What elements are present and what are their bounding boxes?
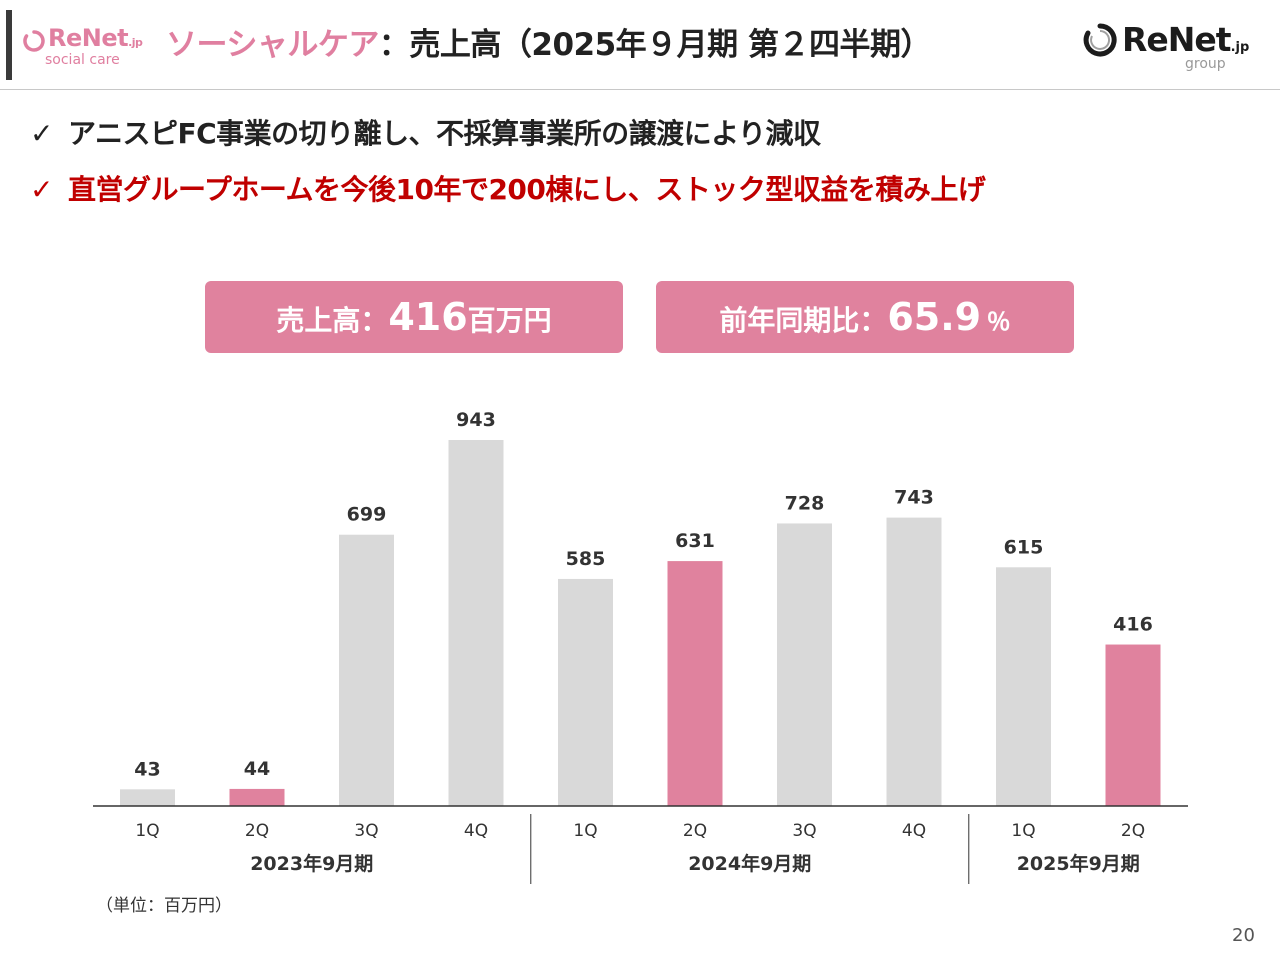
category-tick-label: 4Q — [902, 821, 926, 841]
bar-value-label: 615 — [1004, 536, 1044, 558]
bar — [996, 567, 1051, 806]
quarterly-sales-bar-chart: 43 1Q 44 2Q 699 3Q 943 4Q 585 1Q 631 2Q 728 3Q 743 4Q 61… — [93, 409, 1188, 884]
logo-ring-icon — [23, 30, 45, 52]
category-tick-label: 1Q — [1011, 821, 1035, 841]
bar — [120, 789, 175, 806]
group-label: 2023年9月期 — [250, 852, 373, 875]
bar — [886, 517, 942, 806]
logo-left-brand: ReNet.jp — [48, 24, 143, 52]
kpi-sales-unit: 百万円 — [467, 304, 552, 337]
kpi-yoy-value: 65.9 — [887, 295, 982, 339]
logo-left-sub: social care — [45, 52, 120, 68]
bar-value-label: 631 — [675, 530, 715, 552]
category-tick-label: 2Q — [245, 821, 269, 841]
bar — [229, 788, 285, 806]
check-icon: ✓ — [30, 173, 53, 206]
bullet-item: ✓ 直営グループホームを今後10年で200棟にし、ストック型収益を積み上げ — [30, 168, 986, 208]
category-tick-label: 1Q — [573, 821, 597, 841]
unit-footnote: （単位：百万円） — [96, 896, 232, 916]
logo-right-sub: group — [1185, 56, 1226, 72]
bar-value-label: 699 — [347, 504, 387, 526]
kpi-sales-value: 416 — [388, 295, 468, 339]
header-divider — [0, 89, 1280, 90]
kpi-yoy-unit: ％ — [986, 308, 1011, 336]
page-title-segment: ソーシャルケア — [166, 27, 379, 63]
bar — [1105, 644, 1161, 806]
category-tick-label: 2Q — [683, 821, 707, 841]
page-number: 20 — [1232, 925, 1255, 946]
group-label: 2024年9月期 — [688, 852, 811, 875]
renet-group-logo: ReNet.jp group — [1080, 18, 1260, 74]
kpi-sales-box: 売上高：416百万円 — [205, 281, 623, 353]
group-label: 2025年9月期 — [1017, 852, 1140, 875]
renet-social-care-logo: ReNet.jp social care — [20, 18, 150, 74]
header-accent-bar — [6, 10, 12, 80]
page-title: ソーシャルケア：売上高（2025年９月期 第２四半期） — [166, 19, 931, 64]
bar-value-label: 43 — [134, 758, 160, 780]
bar-value-label: 44 — [244, 758, 270, 780]
check-icon: ✓ — [30, 117, 53, 150]
bar — [777, 523, 832, 806]
bar-value-label: 943 — [456, 409, 496, 431]
slide-header: ReNet.jp social care ソーシャルケア：売上高（2025年９月… — [0, 0, 1280, 90]
bar-value-label: 416 — [1113, 614, 1153, 636]
bullet-item: ✓ アニスピFC事業の切り離し、不採算事業所の譲渡により減収 — [30, 112, 821, 152]
logo-right-brand: ReNet.jp — [1122, 20, 1250, 59]
logo-ring-icon-dark — [1083, 23, 1117, 57]
kpi-yoy-label: 前年同期比： — [719, 304, 888, 337]
category-tick-label: 4Q — [464, 821, 488, 841]
kpi-sales-label: 売上高： — [276, 304, 389, 337]
bar-value-label: 585 — [566, 548, 606, 570]
bar — [339, 534, 394, 806]
category-tick-label: 3Q — [792, 821, 816, 841]
kpi-yoy-box: 前年同期比：65.9 ％ — [656, 281, 1074, 353]
bar — [448, 440, 504, 806]
bar — [558, 578, 613, 806]
category-tick-label: 2Q — [1121, 821, 1145, 841]
bullet-text: アニスピFC事業の切り離し、不採算事業所の譲渡により減収 — [68, 117, 821, 150]
bullet-text: 直営グループホームを今後10年で200棟にし、ストック型収益を積み上げ — [68, 173, 986, 206]
bar-value-label: 728 — [785, 492, 825, 514]
category-tick-label: 1Q — [135, 821, 159, 841]
bar-value-label: 743 — [894, 487, 934, 509]
category-tick-label: 3Q — [354, 821, 378, 841]
page-title-rest: ：売上高（2025年９月期 第２四半期） — [378, 27, 932, 63]
bar — [667, 561, 723, 806]
